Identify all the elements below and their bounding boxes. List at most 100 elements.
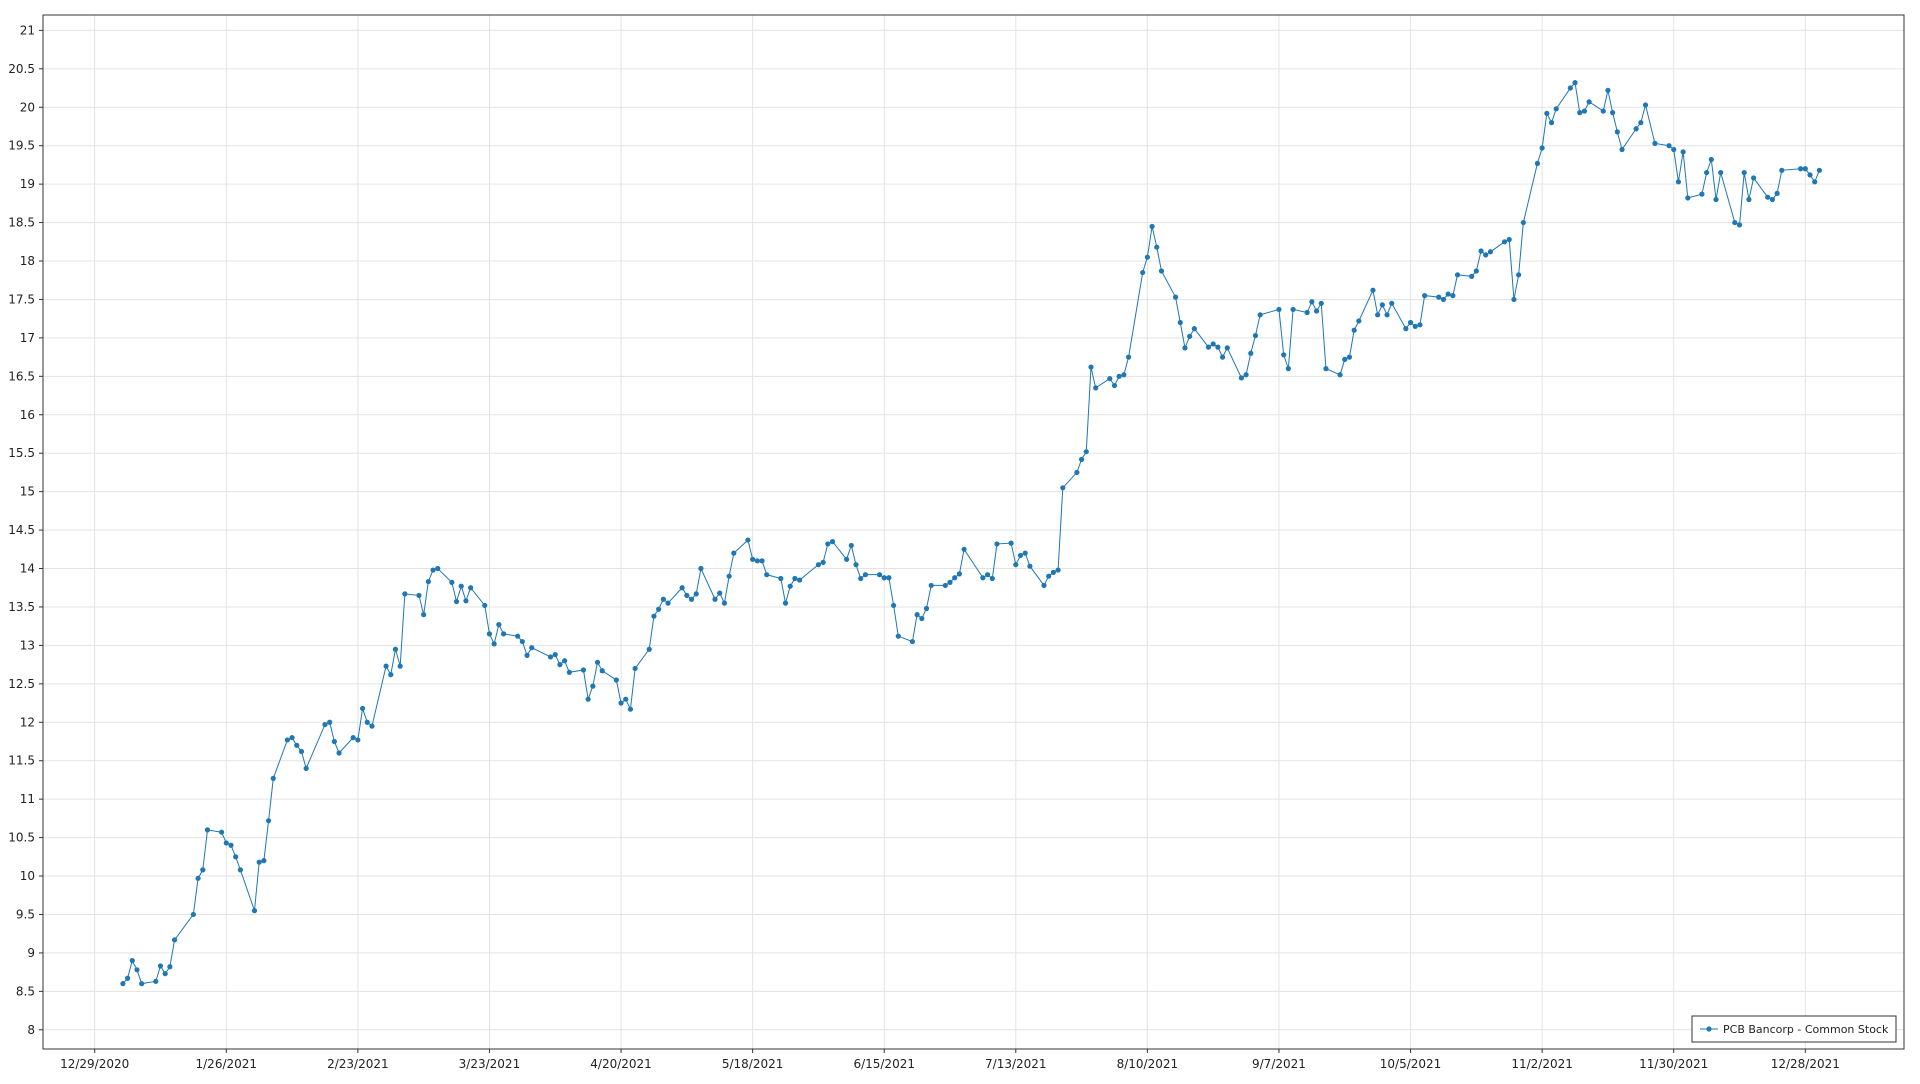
- data-point: [336, 750, 342, 756]
- data-point: [139, 981, 145, 987]
- data-point: [613, 677, 619, 683]
- data-point: [134, 967, 140, 973]
- data-point: [171, 937, 178, 943]
- x-tick-label: 12/28/2021: [1771, 1057, 1840, 1071]
- y-tick-label: 18: [20, 254, 35, 268]
- x-tick-label: 9/7/2021: [1252, 1057, 1306, 1071]
- data-point: [745, 537, 751, 543]
- data-point: [1741, 169, 1747, 176]
- data-point: [421, 612, 427, 618]
- data-point: [1149, 223, 1155, 230]
- data-point: [1619, 146, 1625, 153]
- x-tick-label: 7/13/2021: [985, 1057, 1047, 1071]
- data-point: [750, 556, 756, 562]
- data-point: [961, 546, 967, 552]
- data-point: [665, 600, 671, 606]
- data-point: [1088, 364, 1094, 370]
- data-point: [463, 598, 469, 604]
- y-tick-label: 14.5: [8, 523, 35, 537]
- data-point: [1060, 485, 1066, 491]
- data-point: [359, 705, 366, 712]
- data-point: [120, 981, 126, 987]
- data-point: [1779, 167, 1785, 173]
- y-tick-label: 19: [20, 177, 35, 191]
- x-tick-label: 10/5/2021: [1380, 1057, 1442, 1071]
- y-tick-label: 18.5: [8, 216, 35, 230]
- data-point: [1450, 293, 1456, 299]
- data-point: [1417, 322, 1423, 328]
- x-tick-label: 11/30/2021: [1639, 1057, 1708, 1071]
- data-point: [425, 578, 431, 585]
- y-tick-label: 19.5: [8, 139, 35, 153]
- data-point: [369, 723, 375, 729]
- data-point: [825, 541, 831, 547]
- data-point: [1384, 312, 1390, 318]
- data-point: [1144, 254, 1150, 260]
- data-point: [1041, 582, 1047, 589]
- data-point: [853, 562, 859, 568]
- data-point: [764, 572, 770, 578]
- data-point: [1610, 110, 1616, 116]
- y-tick-label: 20.5: [8, 62, 35, 76]
- data-point: [524, 652, 530, 658]
- legend-marker: [1706, 1026, 1712, 1032]
- data-point: [157, 963, 164, 969]
- data-point: [1013, 562, 1019, 568]
- data-point: [195, 875, 201, 881]
- data-point: [331, 738, 337, 745]
- data-point: [1356, 318, 1362, 324]
- y-tick-label: 17: [20, 331, 35, 345]
- data-point: [679, 585, 685, 591]
- data-point: [1520, 219, 1526, 226]
- data-point: [251, 908, 258, 914]
- y-tick-label: 11.5: [8, 754, 35, 768]
- data-point: [1083, 449, 1089, 455]
- data-point: [980, 575, 986, 581]
- data-point: [1483, 252, 1489, 258]
- data-point: [792, 575, 798, 582]
- data-point: [1243, 372, 1249, 378]
- data-point: [858, 575, 864, 582]
- data-point: [1046, 573, 1052, 579]
- data-point: [1548, 120, 1555, 126]
- data-point: [519, 638, 525, 645]
- data-point: [218, 829, 225, 835]
- data-point: [1581, 108, 1588, 114]
- data-point: [1718, 169, 1724, 176]
- data-point: [491, 641, 497, 647]
- data-point: [632, 665, 638, 672]
- y-tick-label: 15: [20, 485, 35, 499]
- data-point: [289, 735, 295, 741]
- data-point: [1215, 344, 1221, 350]
- data-point: [552, 652, 558, 658]
- data-point: [1614, 129, 1620, 135]
- data-point: [1600, 108, 1606, 114]
- grid: 8 8.5 9 9.5 10 10.5 11 11.5 12 12.5 13 13.5 14 14.5 15…: [8, 15, 1904, 1071]
- x-tick-label: 1/26/2021: [196, 1057, 258, 1071]
- data-point: [1078, 456, 1085, 462]
- data-point: [515, 633, 521, 639]
- y-tick-label: 17.5: [8, 292, 35, 306]
- data-point: [1116, 373, 1122, 379]
- data-point: [204, 827, 211, 833]
- data-point: [167, 964, 173, 970]
- data-point: [496, 622, 502, 628]
- data-point: [566, 669, 572, 675]
- y-tick-label: 10.5: [8, 831, 35, 845]
- data-point: [547, 654, 554, 660]
- data-point: [651, 613, 657, 619]
- data-point: [1774, 190, 1780, 196]
- data-point: [759, 558, 765, 564]
- data-point: [1501, 239, 1508, 245]
- data-point: [1713, 196, 1719, 203]
- data-point: [388, 672, 394, 678]
- data-point: [1210, 341, 1216, 347]
- data-point: [1318, 300, 1324, 306]
- x-tick-label: 5/18/2021: [722, 1057, 784, 1071]
- data-point: [237, 867, 243, 873]
- data-point: [928, 582, 934, 589]
- y-tick-label: 13.5: [8, 600, 35, 614]
- data-point: [1172, 294, 1179, 300]
- data-point: [1224, 345, 1230, 351]
- data-point: [200, 867, 206, 873]
